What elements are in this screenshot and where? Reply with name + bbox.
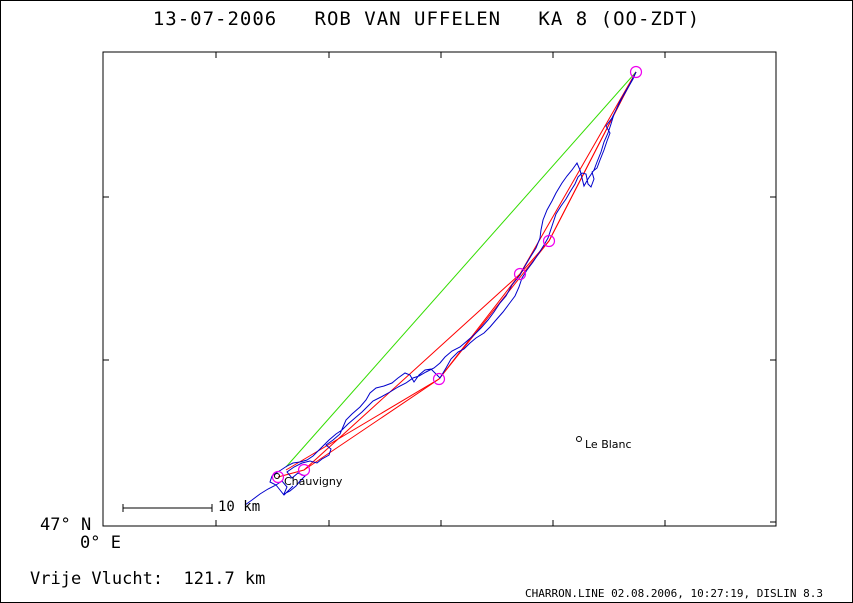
- axis-ticks: [103, 52, 776, 526]
- task-route-secondary: [303, 71, 637, 471]
- latitude-label: 47° N: [40, 515, 92, 535]
- flight-title: 13-07-2006 ROB VAN UFFELEN KA 8 (OO-ZDT): [152, 8, 701, 30]
- flight-track: [244, 71, 637, 506]
- place-marker-le-blanc: [576, 436, 582, 442]
- place-label-le-blanc: Le Blanc: [585, 438, 632, 451]
- turnpoint-3: [432, 372, 446, 386]
- place-marker-chauvigny: [274, 473, 280, 479]
- scale-bar-label: 10 km: [218, 499, 261, 515]
- scale-bar: [122, 504, 213, 512]
- turnpoint-4: [297, 463, 311, 477]
- turnpoints: [271, 65, 643, 484]
- place-label-chauvigny: Chauvigny: [284, 475, 343, 488]
- turnpoint-start: [271, 470, 285, 484]
- free-flight-distance: Vrije Vlucht: 121.7 km: [30, 569, 266, 589]
- straight-distance-line: [285, 71, 637, 468]
- plot-metadata: CHARRON.LINE 02.08.2006, 10:27:19, DISLI…: [524, 587, 823, 600]
- turnpoint-finish: [629, 65, 643, 79]
- longitude-label: 0° E: [80, 533, 121, 553]
- turnpoint-1: [542, 234, 556, 248]
- turnpoint-2: [513, 267, 527, 281]
- map-plot-area: [102, 51, 777, 527]
